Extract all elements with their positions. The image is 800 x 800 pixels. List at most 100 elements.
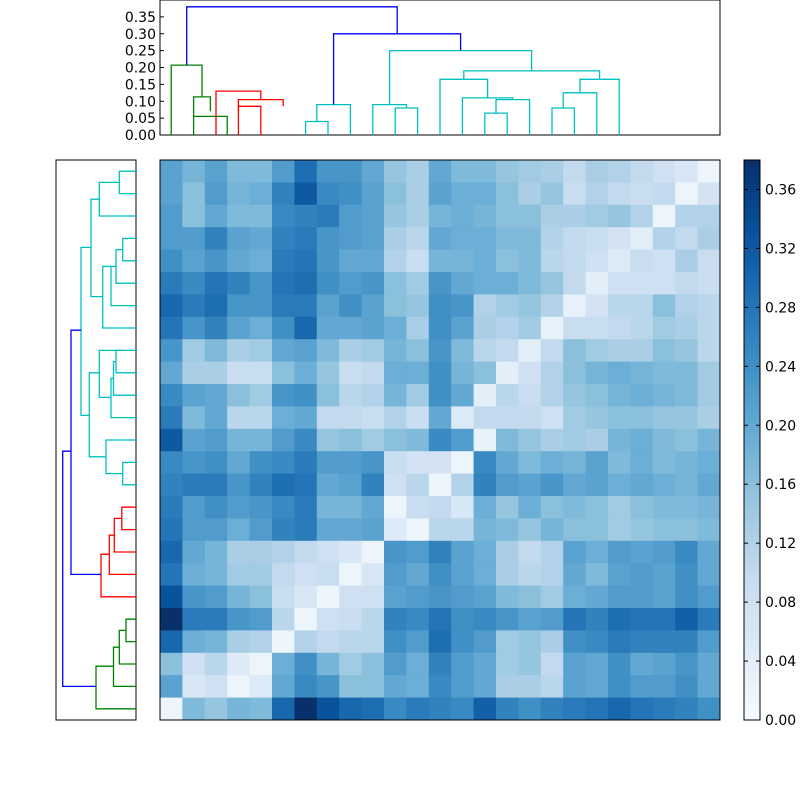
heatmap-cell <box>652 540 676 564</box>
heatmap-cell <box>652 182 676 206</box>
heatmap-cell <box>675 675 698 698</box>
heatmap-cell <box>384 182 407 206</box>
heatmap-cell <box>339 182 362 206</box>
heatmap-cell <box>160 585 183 609</box>
heatmap-cell <box>451 473 474 497</box>
heatmap-cell <box>294 563 318 586</box>
heatmap-cell <box>361 160 385 183</box>
heatmap-cell <box>451 339 474 362</box>
heatmap-cell <box>182 473 206 497</box>
heatmap-cell <box>540 204 564 228</box>
heatmap-cell <box>630 652 654 676</box>
heatmap-cell <box>563 339 586 362</box>
heatmap-cell <box>160 384 183 407</box>
heatmap-cell <box>563 697 586 721</box>
heatmap-cell <box>204 608 228 631</box>
heatmap-cell <box>585 204 609 228</box>
heatmap-cell <box>675 182 698 206</box>
heatmap-cell <box>518 406 542 430</box>
heatmap-cell <box>451 272 474 295</box>
heatmap-cell <box>294 294 318 318</box>
heatmap-cell <box>652 361 676 385</box>
heatmap-cell <box>675 473 698 497</box>
heatmap-cell <box>608 675 631 698</box>
top-dendrogram-ytick-label: 0.20 <box>125 61 156 77</box>
heatmap-cell <box>339 272 362 295</box>
heatmap-cell <box>294 249 318 273</box>
heatmap-cell <box>540 249 564 273</box>
heatmap-cell <box>518 204 542 228</box>
heatmap-cell <box>451 608 474 631</box>
heatmap-cell <box>160 182 183 206</box>
heatmap-cell <box>540 182 564 206</box>
heatmap-cell <box>272 585 295 609</box>
heatmap-cell <box>675 585 698 609</box>
heatmap-cell <box>675 316 698 340</box>
heatmap-cell <box>182 585 206 609</box>
heatmap-cell <box>339 294 362 318</box>
heatmap-cell <box>675 540 698 564</box>
heatmap-cell <box>675 384 698 407</box>
heatmap-cell <box>272 249 295 273</box>
heatmap-cell <box>518 608 542 631</box>
heatmap-cell <box>563 227 586 250</box>
heatmap-cell <box>160 272 183 295</box>
heatmap-cell <box>496 160 519 183</box>
heatmap-cell <box>518 339 542 362</box>
heatmap-cell <box>204 652 228 676</box>
heatmap-cell <box>361 204 385 228</box>
heatmap-cell <box>160 428 183 452</box>
heatmap-cell <box>316 227 340 250</box>
heatmap-cell <box>563 428 586 452</box>
heatmap-cell <box>428 563 452 586</box>
heatmap-cell <box>249 428 273 452</box>
left-dendrogram-link <box>62 450 96 688</box>
heatmap-cell <box>585 473 609 497</box>
heatmap-cell <box>361 316 385 340</box>
heatmap-cell <box>496 630 519 654</box>
heatmap-cell <box>652 473 676 497</box>
heatmap-cell <box>361 540 385 564</box>
heatmap-cell <box>608 384 631 407</box>
heatmap-cell <box>294 652 318 676</box>
heatmap-cell <box>160 540 183 564</box>
heatmap-cell <box>204 384 228 407</box>
heatmap-cell <box>406 227 430 250</box>
heatmap-cell <box>361 473 385 497</box>
heatmap-cell <box>384 428 407 452</box>
heatmap-cell <box>652 697 676 721</box>
heatmap-cell <box>316 339 340 362</box>
heatmap-cell <box>496 249 519 273</box>
heatmap-cell <box>697 675 721 698</box>
heatmap-cell <box>697 294 721 318</box>
heatmap-cell <box>406 204 430 228</box>
heatmap-cell <box>204 204 228 228</box>
heatmap-cell <box>294 540 318 564</box>
heatmap-cell <box>585 585 609 609</box>
heatmap-cell <box>428 608 452 631</box>
heatmap-cell <box>608 585 631 609</box>
heatmap-cell <box>540 697 564 721</box>
heatmap-cell <box>652 608 676 631</box>
left-dendrogram-link <box>98 349 123 399</box>
heatmap-cell <box>563 294 586 318</box>
left-dendrogram-link <box>80 246 91 417</box>
heatmap-cell <box>316 563 340 586</box>
heatmap-cell <box>160 204 183 228</box>
heatmap-cell <box>540 496 564 519</box>
heatmap-cell <box>406 249 430 273</box>
left-dendrogram-link <box>95 665 136 710</box>
heatmap-cell <box>563 316 586 340</box>
heatmap-cell <box>272 227 295 250</box>
heatmap-cell <box>675 518 698 542</box>
heatmap-cell <box>697 406 721 430</box>
heatmap-cell <box>697 182 721 206</box>
heatmap-cell <box>227 227 250 250</box>
heatmap-cell <box>182 182 206 206</box>
heatmap-cell <box>451 652 474 676</box>
heatmap-cell <box>473 518 497 542</box>
heatmap-cell <box>227 697 250 721</box>
heatmap-cell <box>316 204 340 228</box>
top-dendrogram-ytick-label: 0.25 <box>125 44 156 60</box>
